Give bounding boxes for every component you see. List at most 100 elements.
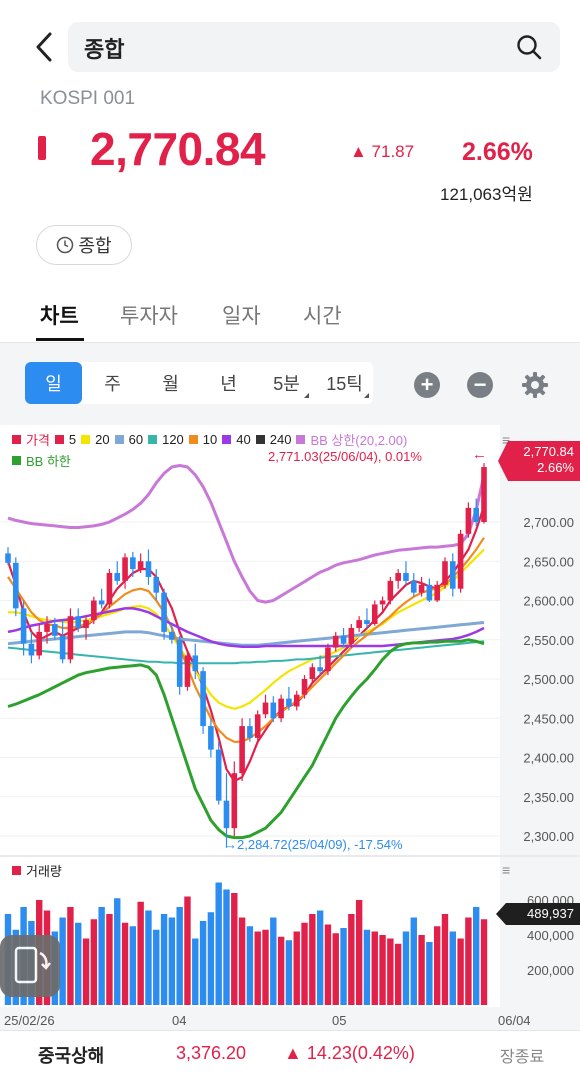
candle-body — [44, 624, 50, 632]
dropdown-corner-icon — [364, 393, 369, 398]
volume-bar — [67, 907, 74, 1005]
legend-bb-lower-row: BB 하한 — [12, 451, 71, 470]
volume-bar — [184, 896, 191, 1005]
candle-body — [481, 467, 487, 522]
legend-ma40: 40 — [236, 432, 251, 447]
search-icon[interactable] — [515, 33, 543, 61]
settings-gear-icon[interactable] — [520, 370, 550, 400]
candle-body — [286, 698, 292, 707]
period-month[interactable]: 월 — [162, 374, 179, 394]
volume-bar — [402, 931, 410, 1005]
legend-ma5: 5 — [68, 432, 77, 447]
index-code: KOSPI 001 — [40, 88, 136, 109]
volume-tick-label: 200,000 — [527, 963, 574, 978]
period-15tick[interactable]: 15틱 — [326, 374, 363, 394]
tab-time[interactable]: 시간 — [303, 305, 342, 328]
volume-bar — [90, 919, 98, 1005]
volume-bar — [293, 931, 300, 1005]
tab-daily[interactable]: 일자 — [222, 305, 261, 328]
candle-body — [153, 576, 160, 593]
candle-body — [36, 631, 43, 656]
price-tick-label: 2,500.00 — [523, 672, 574, 687]
candle-body — [395, 573, 401, 581]
candle-body — [5, 553, 11, 563]
candle-body — [473, 507, 479, 522]
bottom-ticker-bar[interactable] — [0, 1030, 580, 1074]
candle-body — [457, 533, 464, 589]
volume-bar — [270, 917, 277, 1005]
period-year[interactable]: 년 — [220, 374, 237, 394]
candle-body — [301, 679, 308, 695]
price-tick-label: 2,300.00 — [523, 829, 574, 844]
legend-swatch — [188, 435, 198, 444]
candle-body — [340, 635, 347, 644]
candle-body — [426, 584, 433, 601]
candle-body — [223, 800, 230, 829]
current-price-tag: 2,770.84 2.66% — [498, 441, 580, 481]
candle-body — [387, 580, 394, 601]
back-button[interactable] — [30, 30, 60, 64]
period-day[interactable]: 일 — [25, 362, 82, 404]
low-annotation: →2,284.72(25/04/09), -17.54% — [224, 837, 403, 852]
rotate-screen-button[interactable] — [0, 935, 60, 997]
change-amount: ▲ 71.87 — [350, 142, 415, 161]
period-week[interactable]: 주 — [104, 374, 121, 394]
volume-bar — [153, 929, 160, 1005]
chart-menu-icon[interactable]: ≡ — [502, 432, 511, 448]
volume-bar — [394, 943, 402, 1005]
volume-bar — [75, 922, 82, 1005]
legend-swatch — [81, 435, 91, 444]
volume-tag-value: 489,937 — [527, 906, 574, 921]
trading-value: 121,063억원 — [440, 185, 533, 204]
volume-bar — [199, 921, 207, 1005]
candle-body — [278, 698, 284, 719]
candle-body — [215, 749, 222, 801]
volume-bar — [457, 938, 464, 1005]
volume-bar — [316, 910, 324, 1005]
volume-bar — [98, 907, 105, 1005]
legend-bb-upper: BB 상한(20,2.00) — [310, 433, 408, 448]
candle-body — [293, 694, 300, 707]
candle-body — [59, 635, 66, 660]
candle-body — [13, 562, 19, 609]
tab-chart[interactable]: 차트 — [40, 305, 79, 328]
volume-bar — [277, 936, 285, 1005]
stock-chart[interactable]: 2,700.00 2,650.00 2,600.00 2,550.00 2,500.00… — [0, 425, 580, 1030]
market-status-chip[interactable]: 종합 — [36, 225, 132, 265]
series-line-20 — [8, 548, 485, 710]
zoom-out-icon[interactable]: − — [467, 372, 493, 398]
volume-bar — [215, 882, 222, 1005]
candle-body — [130, 557, 136, 570]
divider — [0, 342, 580, 343]
candle-body — [262, 702, 269, 715]
tab-investor[interactable]: 투자자 — [120, 305, 178, 328]
volume-bar — [355, 900, 363, 1005]
volume-bar — [145, 910, 152, 1005]
candle-body — [161, 592, 167, 632]
candle-body — [247, 726, 253, 738]
volume-bar — [301, 922, 308, 1005]
candle-body — [309, 667, 316, 679]
volume-bar — [363, 929, 371, 1005]
up-marker-icon — [38, 136, 46, 160]
candle-body — [52, 624, 58, 636]
volume-bar — [433, 926, 441, 1005]
search-input[interactable] — [68, 22, 560, 72]
candle-body — [465, 507, 472, 534]
volume-bar — [348, 914, 355, 1005]
legend-ma240: 240 — [269, 432, 292, 447]
candle-body — [356, 620, 362, 628]
volume-bar — [465, 917, 472, 1005]
volume-bar — [160, 914, 168, 1005]
candle-body — [418, 584, 425, 593]
series-line-BB- — [7, 638, 485, 840]
candle-body — [28, 643, 35, 656]
price-tick-label: 2,350.00 — [523, 790, 574, 805]
volume-bar — [371, 931, 378, 1005]
volume-bar — [207, 912, 215, 1005]
period-5min[interactable]: 5분 — [273, 374, 300, 394]
candle-body — [254, 714, 261, 738]
legend-ma120: 120 — [162, 432, 184, 447]
zoom-in-icon[interactable]: + — [414, 372, 440, 398]
volume-menu-icon[interactable]: ≡ — [502, 862, 511, 878]
